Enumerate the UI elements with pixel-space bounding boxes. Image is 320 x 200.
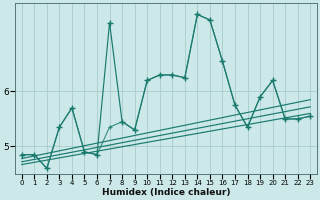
X-axis label: Humidex (Indice chaleur): Humidex (Indice chaleur)	[102, 188, 230, 197]
